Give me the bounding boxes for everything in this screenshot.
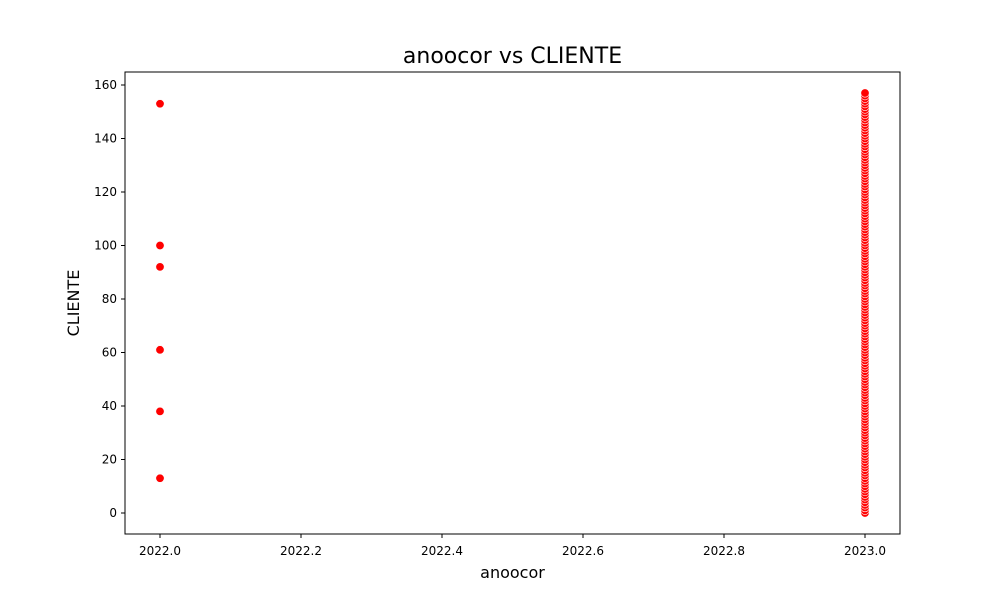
x-tick-label: 2022.2 <box>280 544 322 558</box>
data-point <box>155 345 165 355</box>
y-tick-label: 100 <box>94 239 117 253</box>
y-tick-label: 160 <box>94 78 117 92</box>
plot-frame <box>124 71 901 535</box>
data-point <box>155 241 165 251</box>
x-tick-label: 2022.8 <box>703 544 745 558</box>
y-tick-label: 80 <box>102 292 117 306</box>
chart-title: anoocor vs CLIENTE <box>403 44 622 69</box>
y-axis-ticks: 0 20 40 60 80 100 120 140 160 <box>94 78 125 520</box>
y-axis-label: CLIENTE <box>64 270 83 337</box>
y-tick-label: 20 <box>102 453 117 467</box>
x-tick-label: 2022.6 <box>562 544 604 558</box>
y-tick-label: 40 <box>102 399 117 413</box>
data-point <box>155 473 165 483</box>
x-tick-label: 2022.0 <box>139 544 181 558</box>
y-tick-label: 0 <box>109 506 117 520</box>
x-tick-label: 2022.4 <box>421 544 463 558</box>
y-tick-label: 60 <box>102 346 117 360</box>
y-tick-label: 120 <box>94 185 117 199</box>
x-axis-label: anoocor <box>480 563 545 582</box>
data-point <box>155 99 165 109</box>
x-tick-label: 2023.0 <box>844 544 886 558</box>
y-tick-label: 140 <box>94 132 117 146</box>
data-points <box>155 88 870 518</box>
data-point <box>155 262 165 272</box>
data-point <box>155 406 165 416</box>
data-point <box>860 88 870 98</box>
x-axis-ticks: 2022.0 2022.2 2022.4 2022.6 2022.8 2023.0 <box>139 534 886 558</box>
